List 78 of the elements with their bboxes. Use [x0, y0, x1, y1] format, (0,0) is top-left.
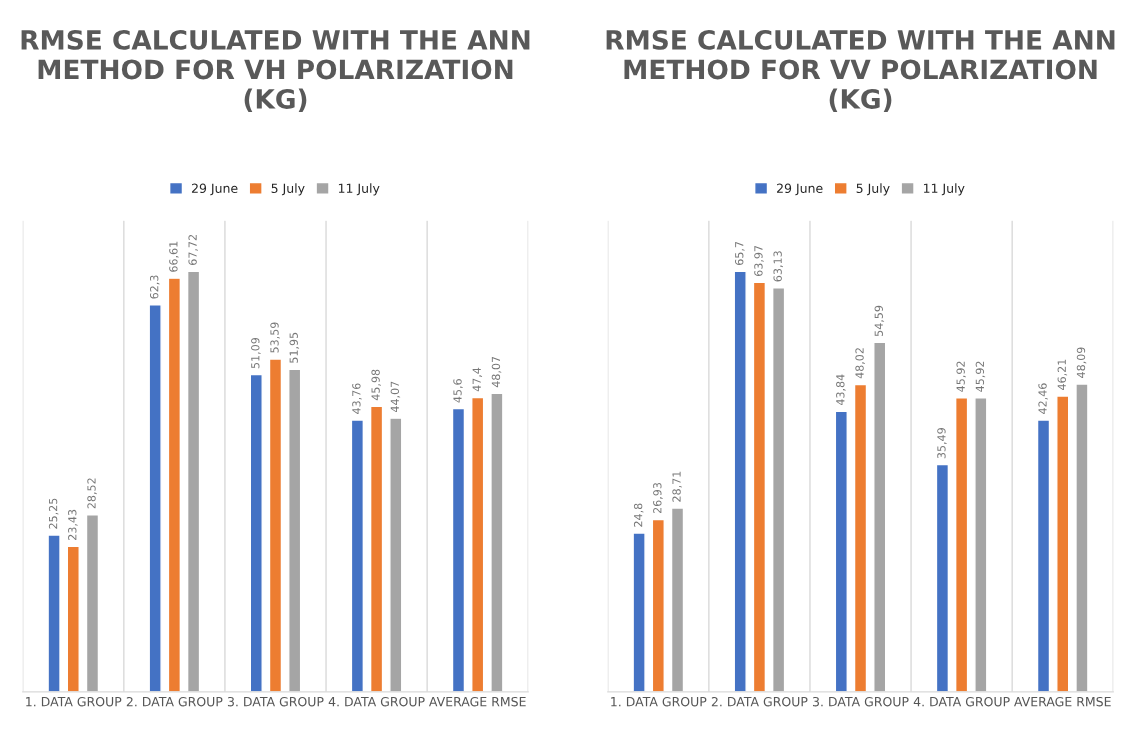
bar: [670, 507, 685, 692]
data-label: 45,6: [453, 379, 463, 403]
bar: [451, 407, 466, 692]
data-label: 54,59: [874, 305, 885, 336]
bar: [66, 545, 80, 692]
data-label: 45,92: [956, 361, 966, 392]
bar: [834, 410, 848, 692]
bar: [974, 397, 988, 692]
chart-title: RMSE CALCULATED WITH THE ANN METHOD FOR VV POLARIZATION (KG): [606, 29, 1115, 113]
data-label: 48,07: [491, 356, 502, 388]
data-label: 48,09: [1076, 347, 1087, 378]
bar: [632, 532, 646, 692]
data-label: 23,43: [68, 509, 78, 540]
bar: [752, 281, 767, 692]
data-label: 26,93: [653, 482, 663, 514]
x-tick-label: AVERAGE RMSE: [428, 696, 526, 707]
bar: [47, 534, 61, 692]
legend-label: 5 July: [271, 183, 305, 196]
bar: [771, 287, 786, 692]
legend-label: 11 July: [338, 183, 380, 196]
data-label: 63,13: [773, 251, 783, 282]
data-label: 65,7: [735, 241, 745, 265]
bar: [1075, 383, 1089, 692]
data-label: 45,92: [975, 361, 986, 392]
data-label: 24,8: [633, 503, 644, 527]
data-label: 46,21: [1057, 359, 1068, 390]
x-tick-label: 2. DATA GROUP: [711, 696, 808, 707]
data-label: 66,61: [169, 241, 179, 272]
data-label: 25,25: [48, 498, 59, 529]
x-tick-label: 4. DATA GROUP: [328, 696, 425, 707]
data-label: 43,84: [836, 374, 846, 406]
legend-label: 11 July: [923, 183, 965, 196]
x-tick-label: 1. DATA GROUP: [26, 696, 122, 707]
bar: [490, 392, 504, 692]
data-label: 51,95: [289, 332, 300, 363]
bar: [853, 383, 868, 692]
x-tick-label: AVERAGE RMSE: [1014, 696, 1111, 707]
bar: [167, 277, 182, 692]
bar: [733, 270, 747, 692]
bar: [873, 341, 887, 692]
chart-title: RMSE CALCULATED WITH THE ANN METHOD FOR VH POLARIZATION (KG): [21, 29, 530, 113]
data-label: 28,52: [87, 478, 97, 509]
data-label: 67,72: [188, 235, 198, 265]
x-tick-label: 1. DATA GROUP: [611, 696, 707, 707]
data-label: 42,46: [1038, 383, 1048, 414]
data-label: 28,71: [672, 471, 682, 502]
bar: [148, 304, 162, 692]
x-tick-label: 2. DATA GROUP: [126, 696, 223, 707]
data-label: 47,4: [472, 367, 483, 392]
bar: [389, 417, 403, 692]
bar: [186, 270, 201, 692]
data-label: 44,07: [390, 381, 401, 413]
bar: [471, 396, 485, 692]
bar: [350, 419, 365, 692]
data-label: 35,49: [937, 428, 947, 459]
x-tick-label: 4. DATA GROUP: [913, 696, 1010, 707]
bar: [954, 397, 969, 692]
bar: [1036, 419, 1051, 692]
legend-label: 29 June: [777, 183, 823, 196]
x-tick-label: 3. DATA GROUP: [812, 696, 909, 707]
bar: [288, 368, 302, 692]
bar: [369, 405, 384, 692]
legend-label: 5 July: [856, 183, 890, 196]
bar: [1056, 395, 1070, 692]
data-label: 63,97: [754, 245, 764, 277]
data-label: 51,09: [251, 337, 261, 369]
data-label: 53,59: [270, 322, 280, 353]
data-label: 48,02: [855, 348, 865, 379]
data-label: 45,98: [371, 369, 381, 401]
bar: [85, 514, 100, 692]
bar: [268, 358, 283, 692]
bar: [249, 373, 263, 692]
bar: [651, 518, 665, 692]
data-label: 62,3: [149, 275, 160, 299]
legend-label: 29 June: [191, 183, 238, 196]
data-label: 43,76: [352, 383, 362, 414]
bar: [935, 463, 950, 692]
x-tick-label: 3. DATA GROUP: [227, 696, 324, 707]
